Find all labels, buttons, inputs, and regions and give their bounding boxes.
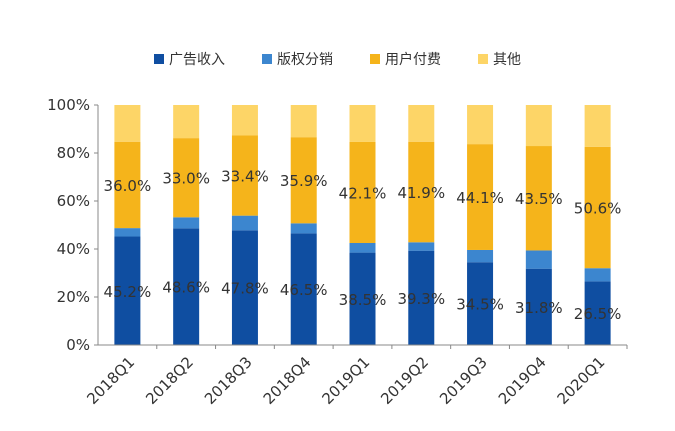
bar-segment — [173, 105, 200, 139]
legend-label: 版权分销 — [277, 52, 333, 68]
data-label: 44.1% — [456, 189, 504, 207]
x-tick-label: 2019Q1 — [319, 353, 374, 408]
bar-segment — [349, 141, 376, 243]
x-axis: 2018Q1 2018Q2 2018Q3 2018Q4 2019Q1 2019Q2 2019… — [83, 344, 628, 408]
bar-segment — [290, 233, 317, 345]
legend-label: 其他 — [493, 52, 521, 68]
bar-segment — [231, 215, 258, 231]
data-label: 42.1% — [339, 184, 387, 202]
data-label: 26.5% — [574, 305, 622, 323]
legend-swatch — [262, 54, 272, 64]
bar-segment — [525, 250, 552, 269]
bar-segment — [584, 281, 611, 345]
bar-segment — [349, 243, 376, 253]
bar-segment — [525, 146, 552, 251]
bar-segment — [408, 250, 435, 345]
bar-segment — [584, 268, 611, 282]
data-label: 43.5% — [515, 190, 563, 208]
data-label: 36.0% — [104, 177, 152, 195]
x-tick-label: 2018Q4 — [260, 353, 315, 408]
data-label: 31.8% — [515, 299, 563, 317]
bar-segment — [584, 146, 611, 269]
bar-segment — [525, 105, 552, 147]
bar-segment — [231, 230, 258, 345]
data-label: 34.5% — [456, 296, 504, 314]
data-label: 48.6% — [162, 279, 210, 297]
legend-swatch — [154, 54, 164, 64]
bar-segment — [467, 262, 494, 345]
bar-segment — [173, 217, 200, 229]
y-tick-label: 60% — [57, 192, 90, 210]
y-axis: 0% 20% 40% 60% 80% 100% — [47, 96, 99, 354]
bar-segment — [467, 249, 494, 263]
y-tick-label: 40% — [57, 240, 90, 258]
data-label: 50.6% — [574, 199, 622, 217]
data-label: 33.4% — [221, 168, 269, 186]
legend: 广告收入 版权分销 用户付费 其他 — [154, 51, 521, 68]
data-label: 38.5% — [339, 291, 387, 309]
legend-label: 广告收入 — [169, 52, 225, 68]
x-tick-label: 2018Q1 — [83, 353, 138, 408]
x-tick-label: 2020Q1 — [554, 353, 609, 408]
data-label: 47.8% — [221, 280, 269, 298]
bar-segment — [114, 236, 141, 345]
bar-segment — [467, 144, 494, 250]
bar-segment — [290, 105, 317, 138]
y-tick-label: 80% — [57, 144, 90, 162]
bars — [114, 105, 611, 345]
y-tick-label: 20% — [57, 288, 90, 306]
bar-segment — [290, 137, 317, 224]
x-tick-label: 2018Q2 — [142, 353, 197, 408]
x-tick-label: 2019Q2 — [377, 353, 432, 408]
bar-segment — [231, 135, 258, 216]
bar-segment — [231, 105, 258, 136]
data-label: 41.9% — [397, 184, 445, 202]
bar-segment — [408, 242, 435, 251]
y-tick-label: 100% — [47, 96, 90, 114]
x-tick-label: 2018Q3 — [201, 353, 256, 408]
x-tick-label: 2019Q3 — [436, 353, 491, 408]
bar-segment — [408, 105, 435, 142]
bar-segment — [584, 105, 611, 147]
bar-segment — [173, 138, 200, 218]
legend-swatch — [370, 54, 380, 64]
bar-segment — [173, 228, 200, 345]
data-label: 39.3% — [397, 290, 445, 308]
y-tick-label: 0% — [66, 336, 90, 354]
bar-segment — [349, 252, 376, 345]
data-label: 45.2% — [104, 283, 152, 301]
bar-segment — [114, 141, 141, 229]
bar-segment — [114, 228, 141, 237]
bar-segment — [408, 141, 435, 243]
bar-segment — [467, 105, 494, 145]
bar-segment — [525, 268, 552, 345]
x-tick-label: 2019Q4 — [495, 353, 550, 408]
bar-segment — [290, 223, 317, 234]
bar-segment — [349, 105, 376, 142]
legend-label: 用户付费 — [385, 51, 441, 68]
data-label: 46.5% — [280, 281, 328, 299]
data-labels: 45.2% 36.0% 48.6% 33.0% 47.8% 33.4% 46.5% 35.9%… — [104, 168, 622, 324]
data-label: 35.9% — [280, 172, 328, 190]
legend-swatch — [478, 54, 488, 64]
data-label: 33.0% — [162, 170, 210, 188]
bar-segment — [114, 105, 141, 142]
